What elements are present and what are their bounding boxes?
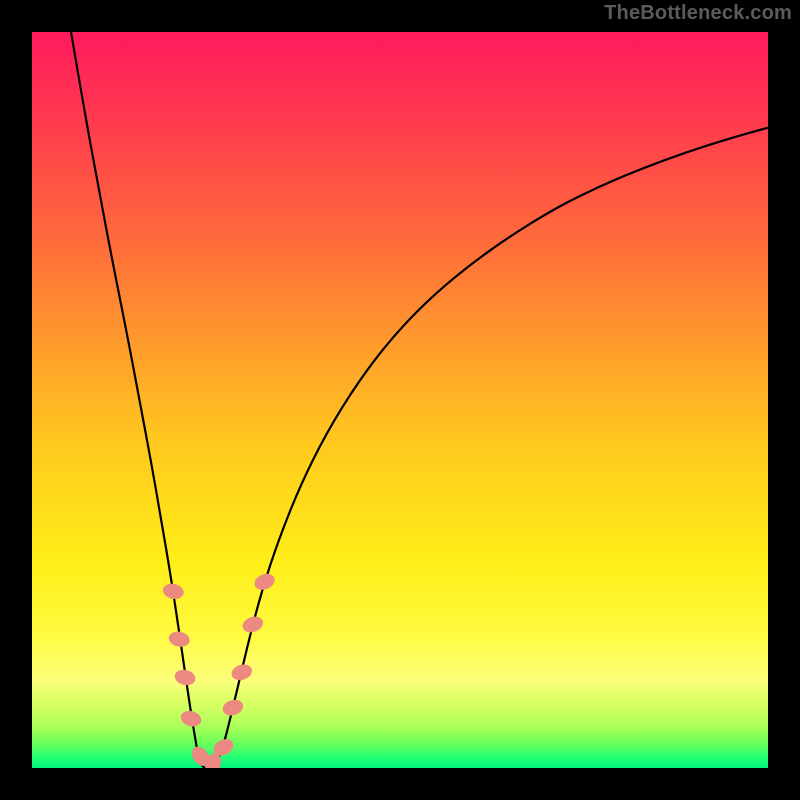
plot-svg xyxy=(0,0,800,800)
plot-canvas: TheBottleneck.com xyxy=(0,0,800,800)
heat-background xyxy=(32,32,768,768)
